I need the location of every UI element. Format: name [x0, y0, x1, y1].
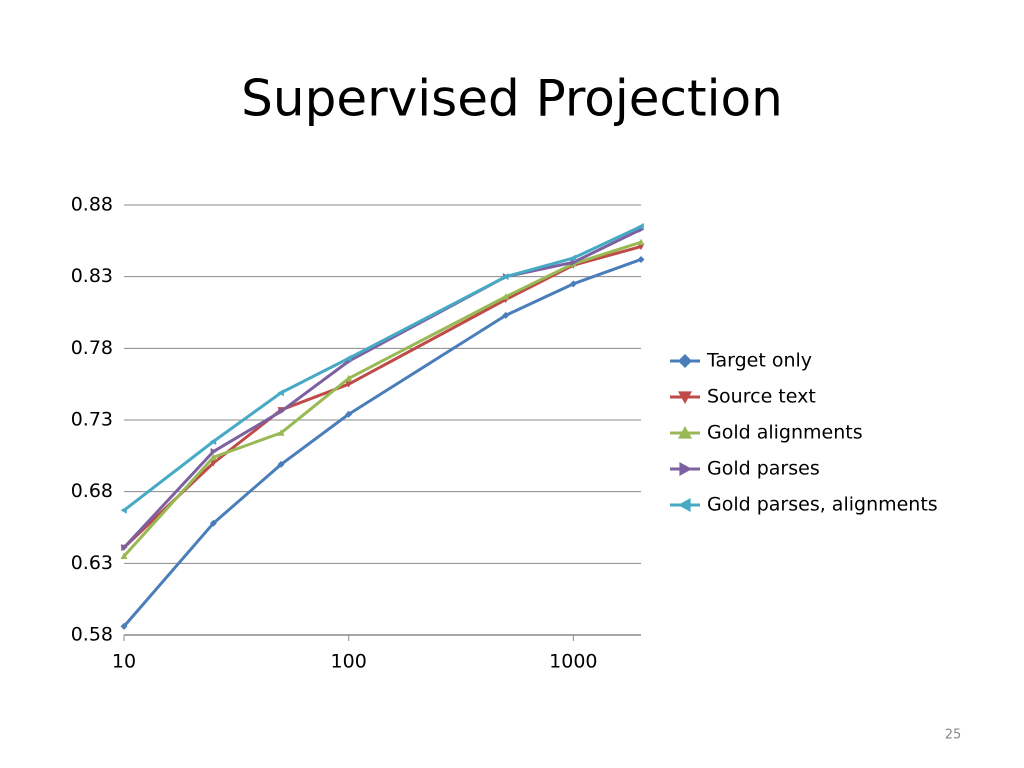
point — [278, 407, 285, 415]
chart-title: Supervised Projection — [241, 70, 783, 128]
legend-label: Gold alignments — [707, 422, 863, 444]
point — [120, 622, 128, 630]
point — [209, 438, 217, 445]
point — [345, 410, 353, 418]
point — [502, 273, 509, 281]
point — [277, 389, 284, 397]
point — [637, 243, 645, 251]
point — [209, 453, 217, 461]
y-tick-label: 0.88 — [71, 194, 113, 216]
y-tick-label: 0.73 — [71, 409, 113, 431]
point — [121, 544, 128, 552]
point — [637, 255, 645, 263]
series-line — [122, 258, 642, 628]
point — [277, 460, 285, 468]
point — [345, 381, 353, 388]
legend-label: Source text — [707, 386, 816, 408]
point — [345, 354, 352, 362]
series-line — [122, 245, 642, 549]
legend-label: Target only — [706, 350, 812, 372]
y-tick-label: 0.78 — [71, 337, 113, 359]
legend-marker — [678, 354, 692, 368]
x-tick-label: 100 — [331, 651, 367, 673]
point — [637, 238, 645, 246]
point — [209, 460, 217, 467]
legend-marker — [678, 426, 692, 439]
legend-marker — [679, 462, 692, 476]
legend-marker — [678, 391, 692, 404]
point — [120, 506, 127, 514]
x-tick-label: 1000 — [549, 651, 597, 673]
x-tick-label: 10 — [112, 651, 136, 673]
legend-label: Gold parses, alignments — [707, 494, 938, 516]
y-tick-label: 0.63 — [71, 552, 113, 574]
slide-number: 25 — [945, 728, 962, 743]
y-tick-label: 0.58 — [71, 624, 113, 646]
point — [209, 519, 217, 527]
point — [210, 448, 217, 456]
point — [502, 311, 510, 319]
y-tick-label: 0.68 — [71, 480, 113, 502]
point — [637, 223, 644, 230]
point — [345, 374, 353, 382]
point — [120, 552, 128, 559]
point — [569, 280, 577, 288]
point — [277, 429, 285, 436]
legend-marker — [678, 498, 691, 512]
point — [502, 293, 510, 300]
point — [569, 254, 577, 262]
y-tick-label: 0.83 — [71, 265, 113, 287]
legend-label: Gold parses — [707, 458, 820, 480]
point — [570, 258, 577, 266]
